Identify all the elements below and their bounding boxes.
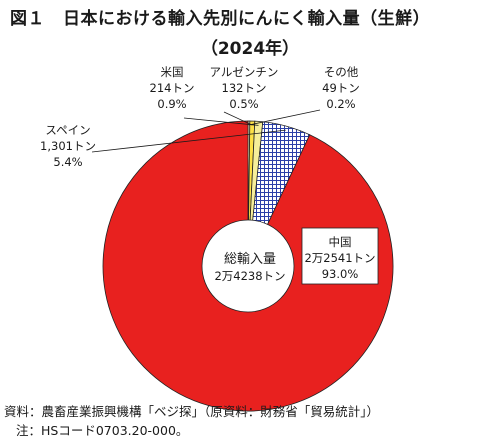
label-argentina: アルゼンチン 132トン 0.5% [210, 65, 279, 111]
label-spain: スペイン 1,301トン 5.4% [40, 123, 96, 169]
title-text: 日本における輸入先別にんにく輸入量（生鮮） [63, 9, 431, 29]
label-usa-percent: 0.9% [157, 97, 186, 111]
leader-usa [183, 117, 259, 126]
figure-label: 図１ [10, 9, 45, 29]
label-argentina-name: アルゼンチン [210, 65, 279, 79]
label-argentina-percent: 0.5% [229, 97, 258, 111]
leader-spain [91, 129, 286, 153]
label-usa-amount: 214トン [150, 81, 195, 95]
notes: 資料：農畜産業振興機構「ベジ探」（原資料：財務省「貿易統計」） 注：HSコード0… [4, 402, 379, 440]
label-argentina-amount: 132トン [222, 81, 267, 95]
center-label: 総輸入量 2万4238トン [214, 252, 285, 283]
leader-argentina [223, 111, 253, 126]
donut-hole [201, 219, 295, 313]
label-china-amount: 2万2541トン [304, 251, 375, 265]
label-china: 中国 2万2541トン 93.0% [301, 227, 379, 285]
figure-subtitle: （2024年） [200, 39, 300, 59]
hs-code-note: 注：HSコード0703.20-000。 [16, 423, 189, 438]
center-label-total: 2万4238トン [214, 269, 285, 283]
label-usa: 米国 214トン 0.9% [150, 65, 195, 111]
label-other: その他 49トン 0.2% [322, 65, 360, 111]
source-note: 資料：農畜産業振興機構「ベジ探」（原資料：財務省「貿易統計」） [4, 404, 380, 419]
label-box-china [301, 227, 379, 285]
label-spain-percent: 5.4% [53, 155, 82, 169]
label-spain-name: スペイン [45, 123, 90, 137]
leader-other [248, 109, 321, 126]
label-other-percent: 0.2% [326, 97, 355, 111]
figure-title: 図１ 日本における輸入先別にんにく輸入量（生鮮） [0, 4, 500, 29]
label-china-percent: 93.0% [322, 267, 359, 281]
label-other-name: その他 [324, 65, 359, 79]
slice-labels: 中国 2万2541トン 93.0% スペイン 1,301トン 5.4% 米国 214トン 0.9… [40, 65, 379, 285]
leader-lines [91, 109, 321, 153]
label-usa-name: 米国 [161, 65, 184, 79]
center-label-title: 総輸入量 [224, 252, 276, 267]
label-china-name: 中国 [329, 235, 352, 249]
label-spain-amount: 1,301トン [40, 139, 96, 153]
label-other-amount: 49トン [322, 81, 360, 95]
